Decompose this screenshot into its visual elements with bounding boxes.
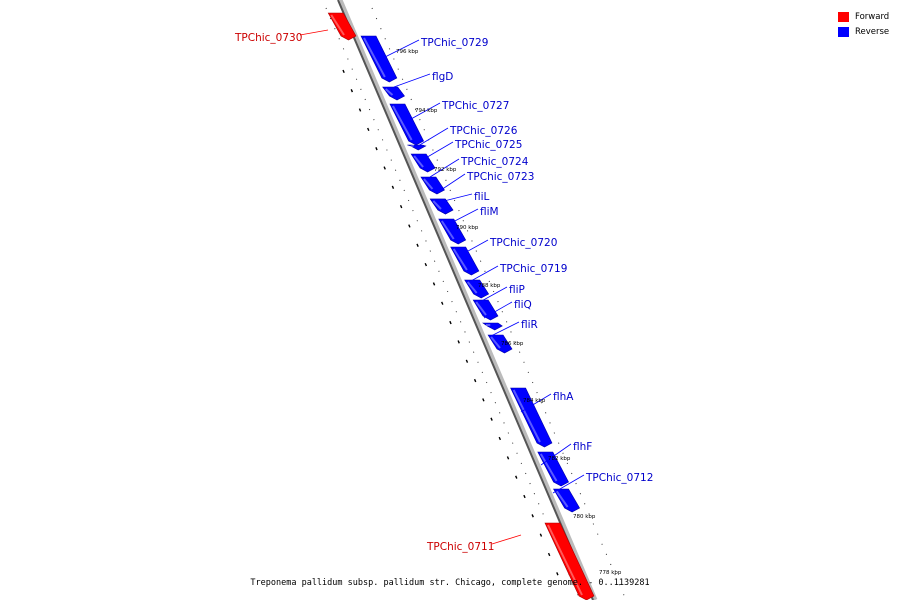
gene-arrow-TPChic_0720[interactable] <box>450 246 480 276</box>
gene-arrow-fliR[interactable] <box>487 334 513 354</box>
gene-highlight <box>432 200 442 210</box>
legend-reverse-label: Reverse <box>855 26 890 37</box>
kbp-tick-label: 792 kbp <box>434 167 457 173</box>
gene-label[interactable]: fliP <box>509 284 525 296</box>
kbp-tick-label: 790 kbp <box>456 225 479 231</box>
genome-backbone <box>337 0 594 600</box>
gene-leader-line <box>490 321 520 337</box>
gene-arrow-TPChic_0725[interactable] <box>410 153 436 173</box>
gene-leader-line <box>458 239 489 257</box>
gene-label[interactable]: fliL <box>474 191 490 203</box>
kbp-tick-label: 780 kbp <box>573 514 596 520</box>
gene-label[interactable]: TPChic_0726 <box>449 125 518 137</box>
dotted-track-right <box>371 7 627 600</box>
gene-leader-line <box>448 208 479 225</box>
gene-arrow-TPChic_0730[interactable] <box>327 12 357 41</box>
gene-arrow-fliQ[interactable] <box>482 322 503 331</box>
reverse-swatch <box>838 26 849 37</box>
gene-highlight <box>490 336 501 349</box>
legend-forward-label: Forward <box>855 11 890 22</box>
gene-label[interactable]: TPChic_0729 <box>420 37 488 49</box>
genome-backbone-shadow <box>337 0 598 600</box>
gene-highlight <box>440 220 455 240</box>
legend-reverse: Reverse <box>838 24 889 39</box>
gene-leader-line <box>491 534 522 545</box>
gene-arrow-fliP[interactable] <box>472 299 499 321</box>
gene-leader-line <box>540 443 572 466</box>
gene-leader-line <box>483 301 513 319</box>
gene-highlight <box>409 144 415 148</box>
gene-leader-line <box>299 29 329 36</box>
gene-highlight <box>423 178 434 190</box>
gene-label[interactable]: TPChic_0723 <box>466 171 534 183</box>
gene-highlight <box>385 88 394 96</box>
gene-arrow-TPChic_0711[interactable] <box>544 522 595 600</box>
legend-forward: Forward <box>838 9 889 24</box>
gene-arrow-flgD[interactable] <box>382 86 405 101</box>
gene-label[interactable]: flgD <box>432 71 453 83</box>
gene-highlight <box>555 490 569 508</box>
kbp-tick-label: 782 kbp <box>548 456 571 462</box>
kbp-tick-label: 784 kbp <box>523 398 546 404</box>
gene-label[interactable]: TPChic_0727 <box>441 100 509 112</box>
gene-label[interactable]: fliM <box>480 206 499 218</box>
gene-leader-line <box>393 73 431 88</box>
gene-leader-line <box>429 158 460 178</box>
gene-leader-line <box>439 193 473 203</box>
gene-label[interactable]: fliR <box>521 319 538 331</box>
legend: Forward Reverse <box>838 9 889 39</box>
gene-arrow-TPChic_0712[interactable] <box>553 488 581 513</box>
gene-arrow-TPChic_0724[interactable] <box>420 176 445 195</box>
kbp-tick-label: 794 kbp <box>415 108 438 114</box>
gene-leader-line <box>552 474 585 494</box>
gene-highlight <box>466 281 478 294</box>
gene-highlight <box>330 14 345 36</box>
kbp-tick-label: 786 kbp <box>501 341 524 347</box>
kbp-tick-label: 778 kbp <box>599 570 622 576</box>
gene-arrow-flhA[interactable] <box>510 387 553 448</box>
gene-label[interactable]: flhA <box>553 391 574 403</box>
gene-highlight <box>413 155 424 168</box>
kbp-tick-label: 796 kbp <box>396 49 419 55</box>
gene-label[interactable]: TPChic_0720 <box>489 237 557 249</box>
gene-label[interactable]: TPChic_0712 <box>585 472 653 484</box>
dotted-track-left <box>325 7 581 600</box>
gene-highlight <box>547 524 583 596</box>
gene-highlight <box>512 389 541 443</box>
gene-label[interactable]: TPChic_0730 <box>234 32 302 44</box>
gene-arrow-TPChic_0719[interactable] <box>464 279 490 299</box>
gene-arrow-fliM[interactable] <box>438 218 467 245</box>
gene-leader-line <box>520 393 552 413</box>
gene-highlight <box>539 453 558 482</box>
gene-leader-line <box>382 39 420 59</box>
genome-title: Treponema pallidum subsp. pallidum str. … <box>250 578 650 588</box>
gene-label[interactable]: flhF <box>573 441 592 453</box>
gene-leader-line <box>417 127 449 147</box>
gene-highlight <box>475 301 487 316</box>
gene-highlight <box>392 105 413 141</box>
gene-label[interactable]: TPChic_0719 <box>499 263 567 275</box>
gene-leader-line <box>437 173 466 193</box>
gene-leader-line <box>423 141 454 160</box>
gene-arrow-TPChic_0726[interactable] <box>407 144 427 151</box>
gene-arrow-fliL[interactable] <box>429 198 454 215</box>
gene-leader-line <box>410 102 441 120</box>
gene-leader-line <box>470 265 499 282</box>
gene-label[interactable]: TPChic_0725 <box>454 139 522 151</box>
gene-label[interactable]: TPChic_0711 <box>426 541 494 553</box>
gene-arrow-TPChic_0729[interactable] <box>360 35 398 83</box>
gene-label[interactable]: TPChic_0724 <box>460 156 529 168</box>
gene-leader-line <box>477 286 508 304</box>
gene-highlight <box>363 37 386 78</box>
kbp-tick-label: 788 kbp <box>478 283 501 289</box>
gene-arrow-TPChic_0727[interactable] <box>389 103 425 146</box>
gene-arrow-flhF[interactable] <box>537 451 569 487</box>
forward-swatch <box>838 11 849 22</box>
gene-highlight <box>452 248 468 271</box>
gene-label[interactable]: fliQ <box>514 299 532 311</box>
